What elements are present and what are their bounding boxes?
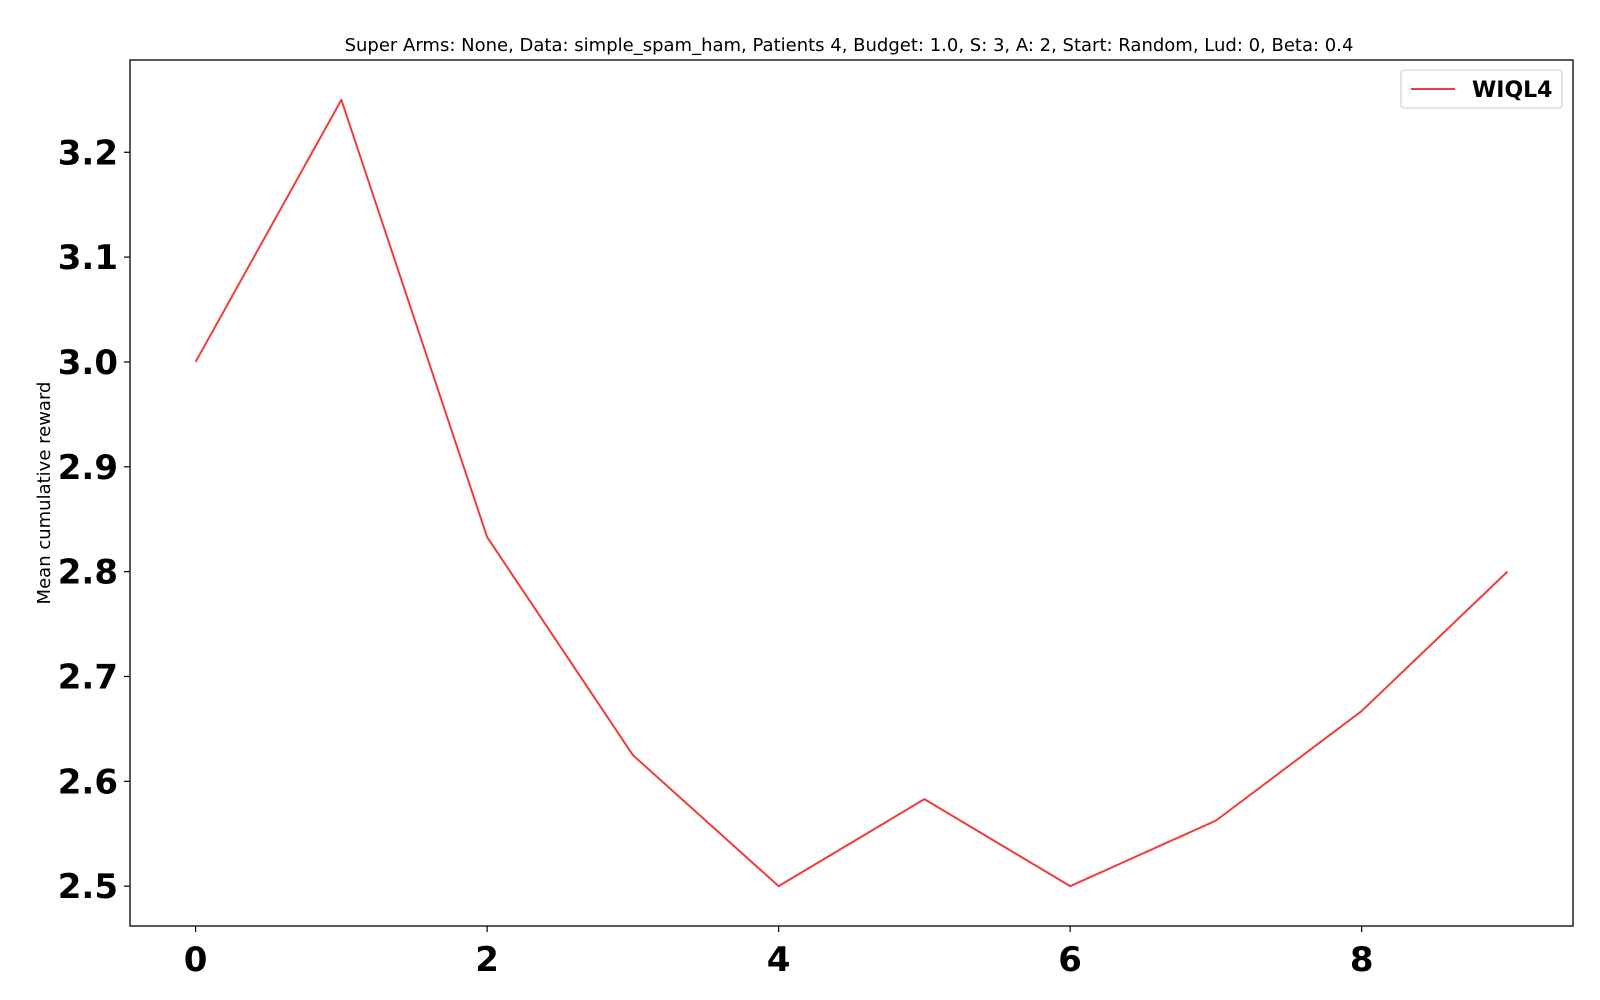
y-axis-label: Mean cumulative reward xyxy=(34,382,55,605)
series-line-wiql4 xyxy=(194,98,1509,888)
x-tick-label: 2 xyxy=(475,940,499,980)
legend-box xyxy=(1400,69,1563,109)
legend: WIQL4 xyxy=(1400,69,1563,109)
x-tick-label: 4 xyxy=(767,940,791,980)
x-tick-label: 8 xyxy=(1350,940,1374,980)
y-tick-label: 3.2 xyxy=(58,133,118,173)
y-axis: 2.5 2.6 2.7 2.8 2.9 3.0 3.1 3.2 xyxy=(58,133,130,907)
y-tick-label: 2.9 xyxy=(58,448,118,488)
x-axis: 0 2 4 6 8 xyxy=(184,926,1374,980)
y-tick-label: 2.8 xyxy=(58,553,118,593)
plot-area-frame xyxy=(129,59,1574,927)
y-tick-label: 2.7 xyxy=(58,657,118,697)
chart-title: Super Arms: None, Data: simple_spam_ham,… xyxy=(345,35,1354,56)
series-layer xyxy=(194,98,1509,888)
y-tick-label: 2.6 xyxy=(58,762,118,802)
y-tick-label: 3.1 xyxy=(58,238,118,278)
x-tick-label: 0 xyxy=(184,940,208,980)
y-tick-label: 3.0 xyxy=(58,343,118,383)
y-tick-label: 2.5 xyxy=(58,867,118,907)
legend-label: WIQL4 xyxy=(1472,78,1552,103)
x-tick-label: 6 xyxy=(1058,940,1082,980)
